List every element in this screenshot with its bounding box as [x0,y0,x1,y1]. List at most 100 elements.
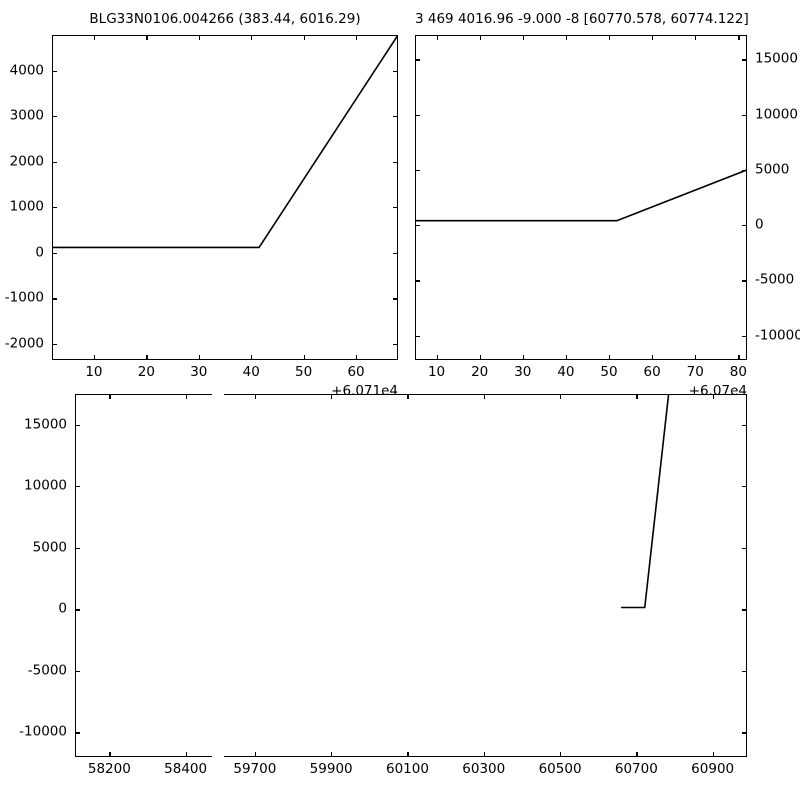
x-tick-mark [479,35,481,40]
x-tick-mark [652,355,654,360]
x-tick-label: 59900 [309,761,353,777]
x-tick-mark [254,752,257,757]
x-tick-mark [93,355,96,360]
x-tick-mark [109,394,111,399]
x-tick-mark [331,394,333,399]
x-tick-mark [254,394,257,399]
x-tick-mark [560,752,562,757]
x-tick-mark [652,35,654,40]
y-tick-mark [52,344,57,346]
y-tick-label: 15000 [755,50,798,67]
x-tick-mark [93,35,96,40]
x-tick-mark [738,35,740,40]
y-tick-label: 0 [35,244,44,261]
x-tick-mark [479,355,481,360]
top-right-plot-panel[interactable] [415,35,747,360]
y-tick-mark [742,335,747,337]
x-tick-mark [109,752,111,757]
y-tick-mark [742,732,747,734]
x-tick-mark [483,394,485,399]
x-tick-label: 10 [427,364,446,380]
x-tick-label: 80 [729,364,747,380]
y-tick-mark [742,169,747,172]
y-tick-label: 10000 [755,105,798,122]
top-left-plot-panel[interactable] [52,35,398,360]
x-tick-mark [483,752,485,757]
y-tick-mark [393,70,398,72]
x-tick-label: 50 [295,364,313,380]
y-tick-mark [742,225,747,227]
y-tick-mark [52,116,57,118]
y-tick-mark [415,280,420,282]
y-tick-label: 1000 [9,198,44,215]
x-tick-mark [185,752,187,757]
y-tick-mark [52,161,57,163]
y-tick-label: 2000 [9,152,44,169]
x-tick-label: 60500 [538,761,582,777]
x-tick-label: 20 [471,364,489,380]
x-tick-mark [636,752,638,757]
x-tick-mark [738,355,740,360]
x-tick-mark [712,394,714,399]
y-tick-mark [415,335,420,337]
x-tick-label: 58400 [164,761,208,777]
x-tick-label: 40 [557,364,575,380]
x-tick-mark [522,35,524,40]
x-tick-mark [185,394,187,399]
y-tick-label: -2000 [4,335,44,352]
x-tick-mark [303,355,305,360]
y-tick-label: 15000 [24,416,67,432]
y-tick-label: -10000 [755,326,800,343]
y-tick-mark [742,609,747,611]
x-tick-label: 60 [643,364,661,380]
y-tick-mark [415,225,420,227]
bottom-lightcurve-panel[interactable] [75,392,747,759]
y-tick-mark [393,298,398,300]
top-left-axes-frame [52,35,398,360]
x-tick-label: 30 [190,364,208,380]
x-tick-mark [356,355,358,360]
y-tick-label: 0 [755,216,764,233]
y-tick-label: -10000 [19,723,67,740]
x-tick-label: 58200 [87,761,131,777]
y-tick-mark [742,280,747,282]
x-tick-mark [251,355,253,360]
x-tick-mark [636,394,638,399]
x-tick-mark [407,394,409,399]
x-tick-label: 60100 [385,761,429,777]
y-tick-mark [75,732,80,734]
x-tick-mark [436,35,438,40]
x-tick-label: 60700 [614,761,658,777]
x-tick-mark [609,355,611,360]
x-tick-label: 70 [686,364,704,380]
y-tick-mark [393,207,398,209]
x-tick-mark [712,752,714,757]
y-tick-label: 3000 [9,107,44,124]
y-tick-mark [742,547,747,549]
y-tick-label: 10000 [24,477,67,494]
x-tick-mark [251,35,253,40]
x-tick-mark [522,355,524,360]
y-tick-mark [52,70,57,72]
y-tick-mark [415,169,420,172]
x-tick-label: 20 [137,364,155,380]
x-tick-label: 60 [347,364,365,380]
x-tick-mark [146,35,148,40]
x-tick-mark [695,355,697,360]
y-tick-mark [742,424,747,426]
y-tick-mark [393,116,398,118]
x-tick-label: 60300 [462,761,506,777]
x-tick-mark [331,752,333,757]
x-tick-label: 60900 [691,761,735,777]
y-tick-mark [742,59,747,61]
y-tick-label: -5000 [27,662,67,679]
x-tick-mark [356,35,358,40]
y-tick-mark [52,252,57,255]
x-tick-mark [198,35,200,40]
y-tick-mark [415,59,420,61]
y-tick-mark [75,424,80,426]
y-tick-label: -5000 [755,271,795,288]
y-tick-label: 4000 [9,61,44,78]
y-tick-label: 0 [58,600,67,617]
